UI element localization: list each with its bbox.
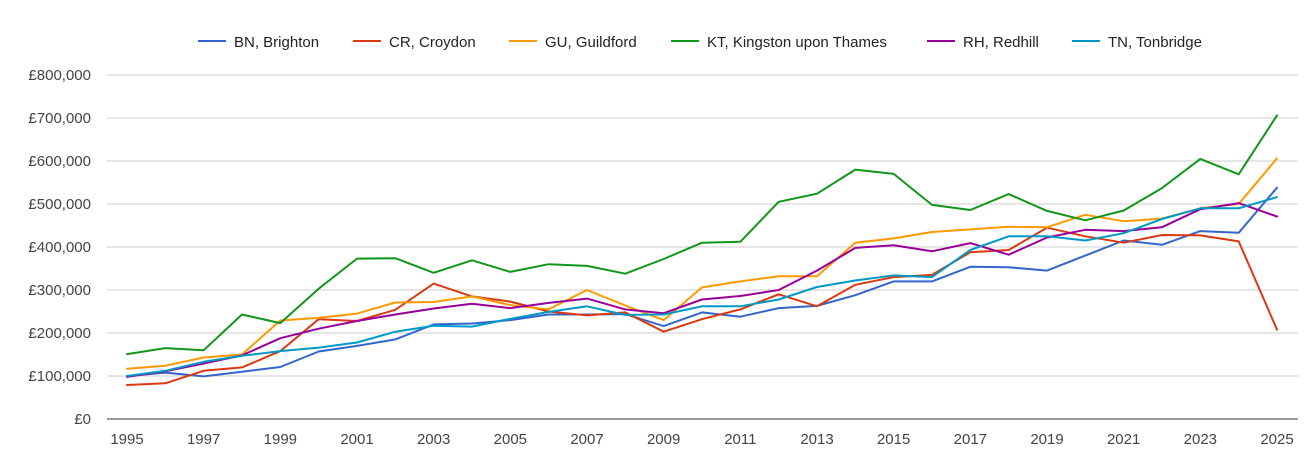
legend-item: CR, Croydon: [353, 34, 476, 51]
x-tick-label: 2021: [1107, 431, 1140, 448]
y-axis-tick-labels: £0 £100,000 £200,000 £300,000 £400,000 £500,0…: [28, 67, 91, 428]
legend-label: CR, Croydon: [389, 34, 476, 51]
y-tick-label: £200,000: [28, 325, 91, 342]
legend-item: TN, Tonbridge: [1072, 34, 1202, 51]
legend-label: BN, Brighton: [234, 34, 319, 51]
series-line-rh: [126, 202, 1278, 378]
series-line-bn: [126, 186, 1278, 378]
x-tick-label: 2001: [340, 431, 373, 448]
series-lines: [126, 114, 1278, 386]
y-tick-label: £800,000: [28, 67, 91, 84]
x-tick-label: 2009: [647, 431, 680, 448]
x-tick-label: 1999: [264, 431, 297, 448]
series-line-tn: [126, 196, 1278, 377]
legend-item: GU, Guildford: [509, 34, 637, 51]
series-line-gu: [126, 157, 1278, 370]
x-tick-label: 2017: [954, 431, 987, 448]
x-tick-label: 2005: [494, 431, 527, 448]
x-tick-label: 2025: [1260, 431, 1293, 448]
x-tick-label: 2023: [1184, 431, 1217, 448]
x-tick-label: 1997: [187, 431, 220, 448]
legend: BN, Brighton CR, Croydon GU, Guildford KT, …: [198, 34, 1202, 51]
series-line-cr: [126, 226, 1278, 386]
x-tick-label: 1995: [110, 431, 143, 448]
y-tick-label: £100,000: [28, 368, 91, 385]
x-axis-tick-labels: 1995 1997 1999 2001 2003 2005 2007 2009 2011 2013…: [110, 431, 1293, 448]
legend-item: RH, Redhill: [927, 34, 1039, 51]
x-tick-label: 2003: [417, 431, 450, 448]
legend-label: TN, Tonbridge: [1108, 34, 1202, 51]
y-tick-label: £0: [74, 411, 91, 428]
legend-label: KT, Kingston upon Thames: [707, 34, 887, 51]
legend-label: GU, Guildford: [545, 34, 637, 51]
x-tick-label: 2007: [570, 431, 603, 448]
y-tick-label: £600,000: [28, 153, 91, 170]
legend-label: RH, Redhill: [963, 34, 1039, 51]
x-tick-label: 2011: [724, 431, 756, 448]
y-tick-label: £300,000: [28, 282, 91, 299]
y-tick-label: £400,000: [28, 239, 91, 256]
legend-item: KT, Kingston upon Thames: [671, 34, 887, 51]
series-line-kt: [126, 114, 1278, 356]
y-tick-label: £700,000: [28, 110, 91, 127]
legend-item: BN, Brighton: [198, 34, 319, 51]
x-tick-label: 2019: [1030, 431, 1063, 448]
gridlines: [107, 74, 1298, 377]
x-tick-label: 2015: [877, 431, 910, 448]
y-tick-label: £500,000: [28, 196, 91, 213]
x-tick-label: 2013: [800, 431, 833, 448]
